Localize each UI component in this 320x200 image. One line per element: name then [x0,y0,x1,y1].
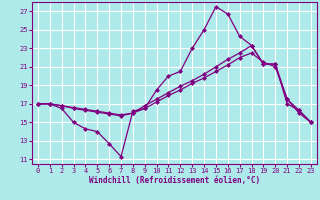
X-axis label: Windchill (Refroidissement éolien,°C): Windchill (Refroidissement éolien,°C) [89,176,260,185]
